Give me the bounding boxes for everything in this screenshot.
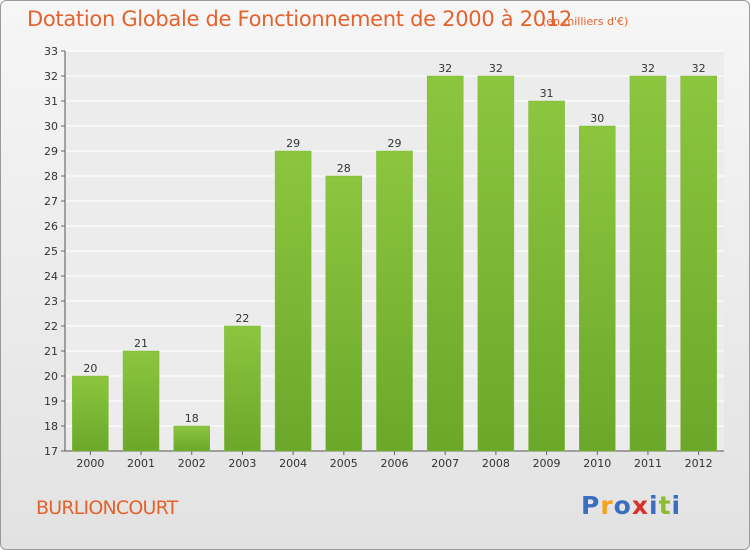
y-tick-label: 28 xyxy=(44,170,58,183)
bar xyxy=(325,175,363,452)
y-tick-label: 17 xyxy=(44,445,58,458)
proxiti-logo[interactable]: Proxiti xyxy=(581,491,681,520)
data-label: 32 xyxy=(489,62,503,75)
x-tick-label: 2002 xyxy=(178,457,206,470)
logo-letter: i xyxy=(671,491,682,520)
x-tick-label: 2003 xyxy=(228,457,256,470)
x-tick-label: 2010 xyxy=(583,457,611,470)
x-tick-label: 2009 xyxy=(533,457,561,470)
bars xyxy=(72,75,717,452)
data-label: 30 xyxy=(590,112,604,125)
chart-title: Dotation Globale de Fonctionnement de 20… xyxy=(27,7,572,31)
bar xyxy=(680,75,717,452)
y-tick-label: 30 xyxy=(44,120,58,133)
bar xyxy=(376,150,413,452)
bar xyxy=(477,75,515,452)
x-tick-label: 2001 xyxy=(127,457,155,470)
y-tick-label: 27 xyxy=(44,195,58,208)
y-tick-label: 19 xyxy=(44,395,58,408)
bar xyxy=(528,100,565,452)
y-tick-label: 20 xyxy=(44,370,58,383)
y-tick-label: 29 xyxy=(44,145,58,158)
y-tick-label: 25 xyxy=(44,245,58,258)
logo-letter: i xyxy=(649,491,659,520)
bar xyxy=(173,425,210,452)
y-tick-label: 31 xyxy=(44,95,58,108)
logo-letter: P xyxy=(581,491,601,520)
logo-letter: t xyxy=(658,491,672,520)
data-label: 18 xyxy=(185,412,199,425)
bar xyxy=(72,375,109,452)
x-tick-label: 2011 xyxy=(634,457,662,470)
y-tick-label: 24 xyxy=(44,270,58,283)
chart-unit: (en milliers d'€) xyxy=(542,15,629,28)
y-tick-label: 26 xyxy=(44,220,58,233)
bar xyxy=(629,75,667,452)
x-tick-label: 2004 xyxy=(279,457,307,470)
data-label: 31 xyxy=(540,87,554,100)
bar xyxy=(426,75,464,452)
data-label: 32 xyxy=(692,62,706,75)
y-tick-label: 33 xyxy=(44,45,58,58)
data-label: 28 xyxy=(337,162,351,175)
data-label: 20 xyxy=(83,362,97,375)
data-label: 29 xyxy=(286,137,300,150)
logo-letter: r xyxy=(600,491,614,520)
y-tick-label: 32 xyxy=(44,70,58,83)
x-tick-label: 2000 xyxy=(76,457,104,470)
commune-name: BURLIONCOURT xyxy=(36,497,178,519)
data-label: 22 xyxy=(235,312,249,325)
y-tick-label: 18 xyxy=(44,420,58,433)
data-label: 21 xyxy=(134,337,148,350)
x-tick-label: 2012 xyxy=(685,457,713,470)
data-label: 29 xyxy=(388,137,402,150)
y-tick-label: 21 xyxy=(44,345,58,358)
bar xyxy=(274,150,312,452)
bar xyxy=(224,325,261,452)
bar xyxy=(122,350,160,452)
y-tick-label: 23 xyxy=(44,295,58,308)
bar xyxy=(579,125,616,452)
logo-letter: x xyxy=(631,491,649,520)
data-label: 32 xyxy=(641,62,655,75)
data-label: 32 xyxy=(438,62,452,75)
x-tick-label: 2006 xyxy=(381,457,409,470)
logo-letter: o xyxy=(613,491,632,520)
y-tick-label: 22 xyxy=(44,320,58,333)
x-tick-label: 2007 xyxy=(431,457,459,470)
x-tick-label: 2008 xyxy=(482,457,510,470)
labels: 20 2000 21 2001 18 2002 22 2003 29 2004 28 2005 29 20… xyxy=(76,62,712,470)
x-tick-label: 2005 xyxy=(330,457,358,470)
